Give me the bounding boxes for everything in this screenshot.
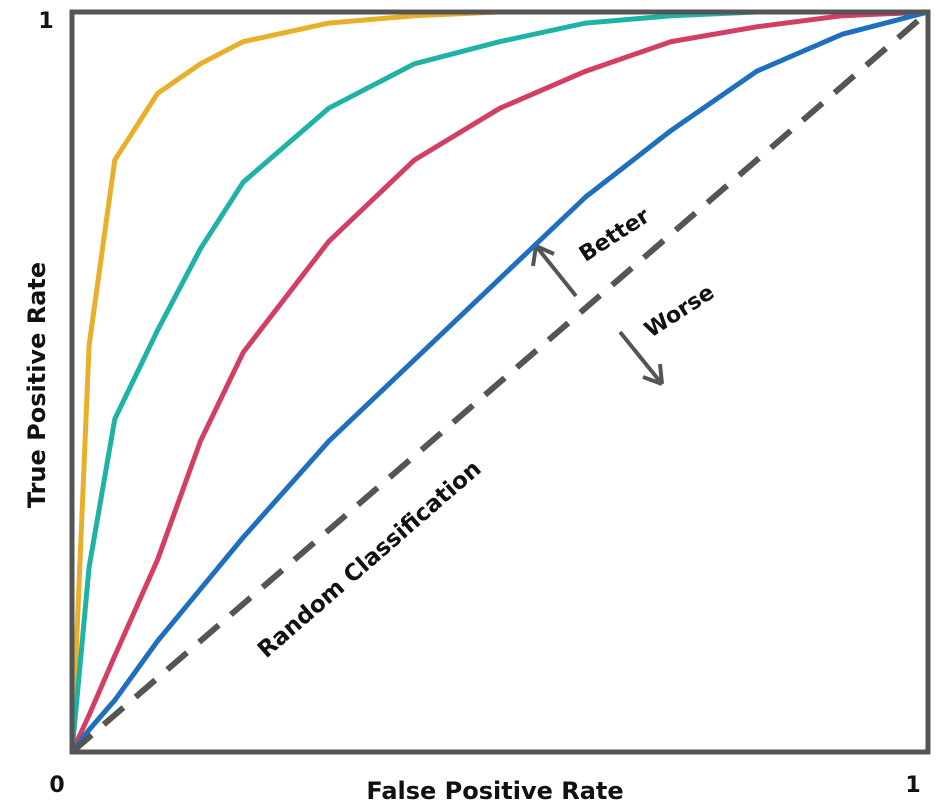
x-axis-label: False Positive Rate: [366, 777, 623, 805]
better-arrow: [533, 246, 576, 296]
y-tick-label: 1: [38, 9, 53, 34]
y-axis-label: True Positive Rate: [23, 262, 51, 508]
x-tick-label: 1: [905, 773, 920, 798]
x-tick-label: 0: [49, 773, 64, 798]
chart: False Positive Rate True Positive Rate B…: [0, 0, 936, 808]
reference-line: [72, 12, 928, 752]
annotation: Worse: [640, 280, 719, 343]
annotation: Better: [575, 204, 655, 268]
arrows: [533, 246, 662, 384]
